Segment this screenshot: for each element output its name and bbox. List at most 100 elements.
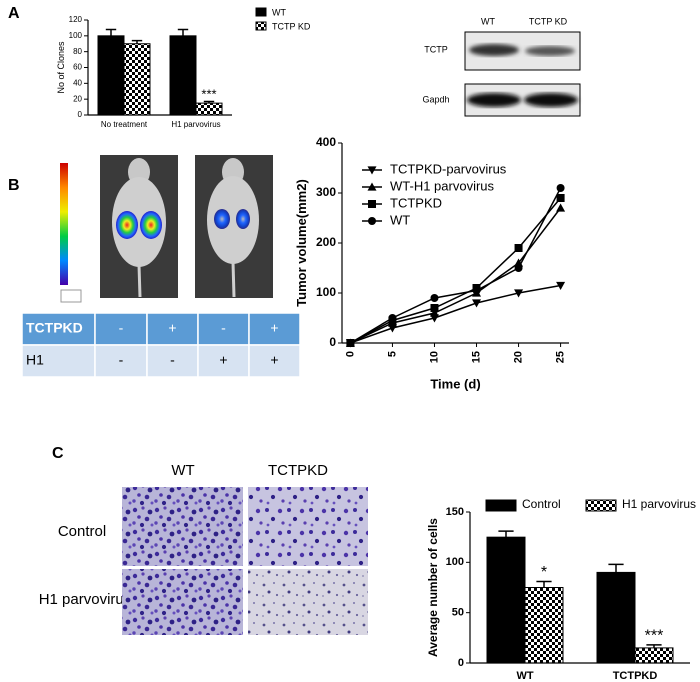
- y-tick-label: 50: [452, 607, 464, 619]
- x-tick-label: 25: [554, 351, 566, 363]
- error-bar: [105, 28, 117, 36]
- signal: [116, 211, 138, 239]
- mouse-body: [207, 176, 259, 264]
- legend-marker: [368, 200, 376, 208]
- image-row: Control: [58, 523, 106, 540]
- legend-swatch: [485, 499, 517, 512]
- y-axis-label: Average number of cells: [426, 518, 440, 657]
- signal: [214, 209, 230, 229]
- legend-marker: [367, 182, 377, 191]
- marker: [429, 308, 439, 317]
- y-tick-label: 150: [446, 506, 464, 518]
- legend-label: TCTP KD: [272, 21, 311, 31]
- table-text: -: [119, 352, 124, 368]
- y-tick-label: 0: [458, 657, 464, 669]
- error-bar: [498, 530, 514, 538]
- legend-swatch: [585, 499, 617, 512]
- legend-label: TCTPKD-parvovirus: [390, 161, 507, 176]
- marker: [388, 314, 397, 322]
- scale-box: [60, 289, 82, 303]
- y-tick-label: 300: [316, 185, 336, 199]
- bioluminescence-images: [60, 155, 273, 303]
- micrograph: [122, 569, 243, 635]
- blot-row: TCTP: [424, 44, 448, 54]
- panel-label: B: [8, 177, 20, 194]
- table-cell: [248, 312, 301, 346]
- marker: [346, 339, 355, 347]
- mouse-tail: [137, 264, 142, 298]
- signal: [236, 209, 250, 229]
- marker: [556, 281, 566, 290]
- y-tick-label: 200: [316, 235, 336, 249]
- marker: [430, 294, 439, 302]
- marker: [472, 286, 481, 295]
- color-scale: [60, 163, 68, 285]
- table-text: +: [219, 352, 227, 368]
- x-tick-label: TCTPKD: [613, 670, 658, 682]
- blot-column: WT: [481, 16, 495, 26]
- blot-row: Gapdh: [422, 94, 449, 104]
- x-tick-label: 0: [344, 351, 356, 357]
- table-text: +: [270, 320, 278, 336]
- condition-table: TCTPKD - + - + H1 - - + +: [21, 312, 301, 378]
- table-text: H1: [26, 352, 44, 368]
- table-cell: [146, 344, 199, 378]
- marker: [514, 244, 523, 252]
- y-tick-label: 100: [69, 31, 83, 40]
- legend-label: WT-H1 parvovirus: [390, 178, 495, 193]
- y-tick-label: 100: [446, 556, 464, 568]
- legend-label: WT: [272, 7, 286, 17]
- error-bar: [646, 644, 662, 648]
- series-line: [350, 284, 561, 344]
- error-bar: [131, 39, 143, 44]
- blot-band: [524, 93, 578, 107]
- significance: *: [541, 564, 547, 581]
- legend-swatch: [255, 21, 267, 31]
- blot-band: [525, 46, 575, 56]
- significance: ***: [201, 87, 216, 102]
- bar: [169, 35, 197, 116]
- error-bar: [177, 28, 189, 36]
- panel-label: C: [52, 445, 64, 462]
- x-tick-label: WT: [516, 670, 533, 682]
- blot-band: [469, 44, 519, 56]
- y-axis-label: No of Clones: [56, 41, 66, 94]
- table-cell: [94, 312, 148, 346]
- table-text: -: [119, 320, 124, 336]
- mouse-tail: [231, 261, 236, 298]
- micrograph: [248, 569, 368, 635]
- x-tick-label: H1 parvovirus: [171, 120, 220, 129]
- x-tick-label: No treatment: [101, 120, 148, 129]
- bar: [524, 587, 564, 664]
- bar: [97, 35, 125, 116]
- table-cell: [94, 344, 148, 378]
- marker: [556, 194, 565, 202]
- table-text: +: [270, 352, 278, 368]
- series-line: [350, 207, 562, 344]
- error-bar: [608, 563, 624, 573]
- legend-marker: [367, 166, 377, 175]
- legend-swatch: [255, 7, 267, 17]
- bar: [195, 102, 223, 116]
- image-row: H1 parvovirus: [39, 591, 132, 608]
- x-tick-label: 10: [428, 351, 440, 363]
- image-column: TCTPKD: [268, 462, 328, 479]
- y-tick-label: 20: [73, 94, 82, 103]
- series-line: [350, 197, 562, 344]
- transwell-images: WT TCTPKD Control H1 parvovirus: [39, 462, 368, 635]
- x-axis-label: Time (d): [430, 376, 480, 391]
- y-tick-label: 0: [329, 335, 336, 349]
- legend-label: TCTPKD: [390, 195, 442, 210]
- legend-label: WT: [390, 212, 410, 227]
- table-cell: [21, 344, 96, 378]
- bar: [634, 647, 674, 664]
- table-text: +: [168, 320, 176, 336]
- x-tick-label: 15: [470, 351, 482, 363]
- image-column: WT: [171, 462, 194, 479]
- table-cell: [248, 344, 301, 378]
- bar: [486, 536, 526, 664]
- y-tick-label: 40: [73, 78, 82, 87]
- micrograph: [248, 487, 368, 566]
- significance: ***: [645, 627, 664, 644]
